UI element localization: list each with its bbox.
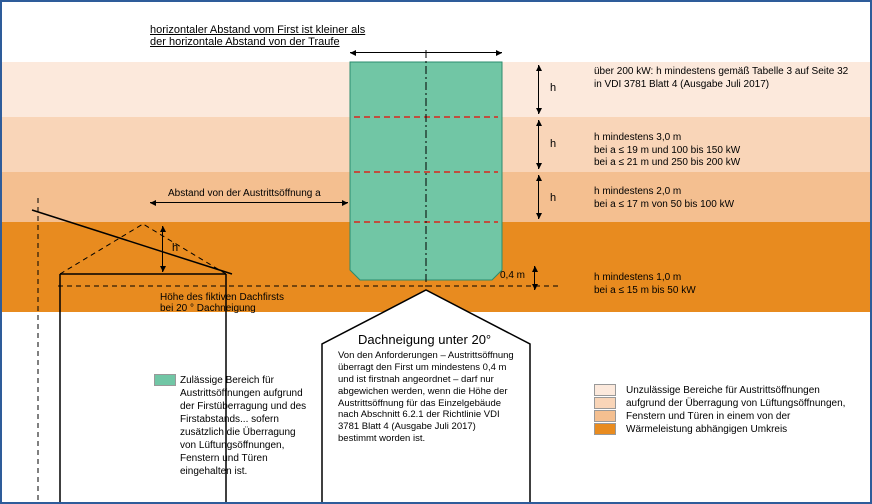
diagram-frame: horizontaler Abstand vom First ist klein…	[0, 0, 872, 504]
requirements-text: Von den Anforderungen – Austrittsöffnung…	[338, 350, 514, 445]
roof-title: Dachneigung unter 20°	[358, 332, 491, 347]
legend-prohibited: Unzulässige Bereiche für Austrittsöffnun…	[594, 384, 852, 436]
legend-permitted: Zulässige Bereich für Austrittsöffnungen…	[154, 374, 320, 478]
h-arrow	[538, 65, 539, 114]
h-label: h	[550, 192, 556, 204]
band-label: h mindestens 1,0 m bei a ≤ 15 m bis 50 k…	[594, 272, 852, 297]
opening-distance-arrow	[150, 202, 348, 203]
h-arrow	[538, 175, 539, 219]
h-label: h	[550, 82, 556, 94]
left-h-label: h	[172, 242, 178, 254]
top-width-arrow	[350, 52, 502, 53]
band-label: h mindestens 2,0 m bei a ≤ 17 m von 50 b…	[594, 186, 852, 211]
opening-distance-label: Abstand von der Austrittsöffnung a	[168, 188, 321, 199]
band-label: über 200 kW: h mindestens gemäß Tabelle …	[594, 66, 852, 91]
h-label: h	[550, 138, 556, 150]
m04-label: 0,4 m	[500, 270, 525, 281]
band-label: h mindestens 3,0 m bei a ≤ 19 m und 100 …	[594, 132, 852, 170]
fictive-ridge-label: Höhe des fiktiven Dachfirsts bei 20 ° Da…	[160, 292, 284, 314]
h-arrow	[538, 120, 539, 169]
left-h-arrow	[162, 226, 163, 272]
top-caption: horizontaler Abstand vom First ist klein…	[150, 24, 365, 48]
m04-arrow	[534, 266, 535, 290]
